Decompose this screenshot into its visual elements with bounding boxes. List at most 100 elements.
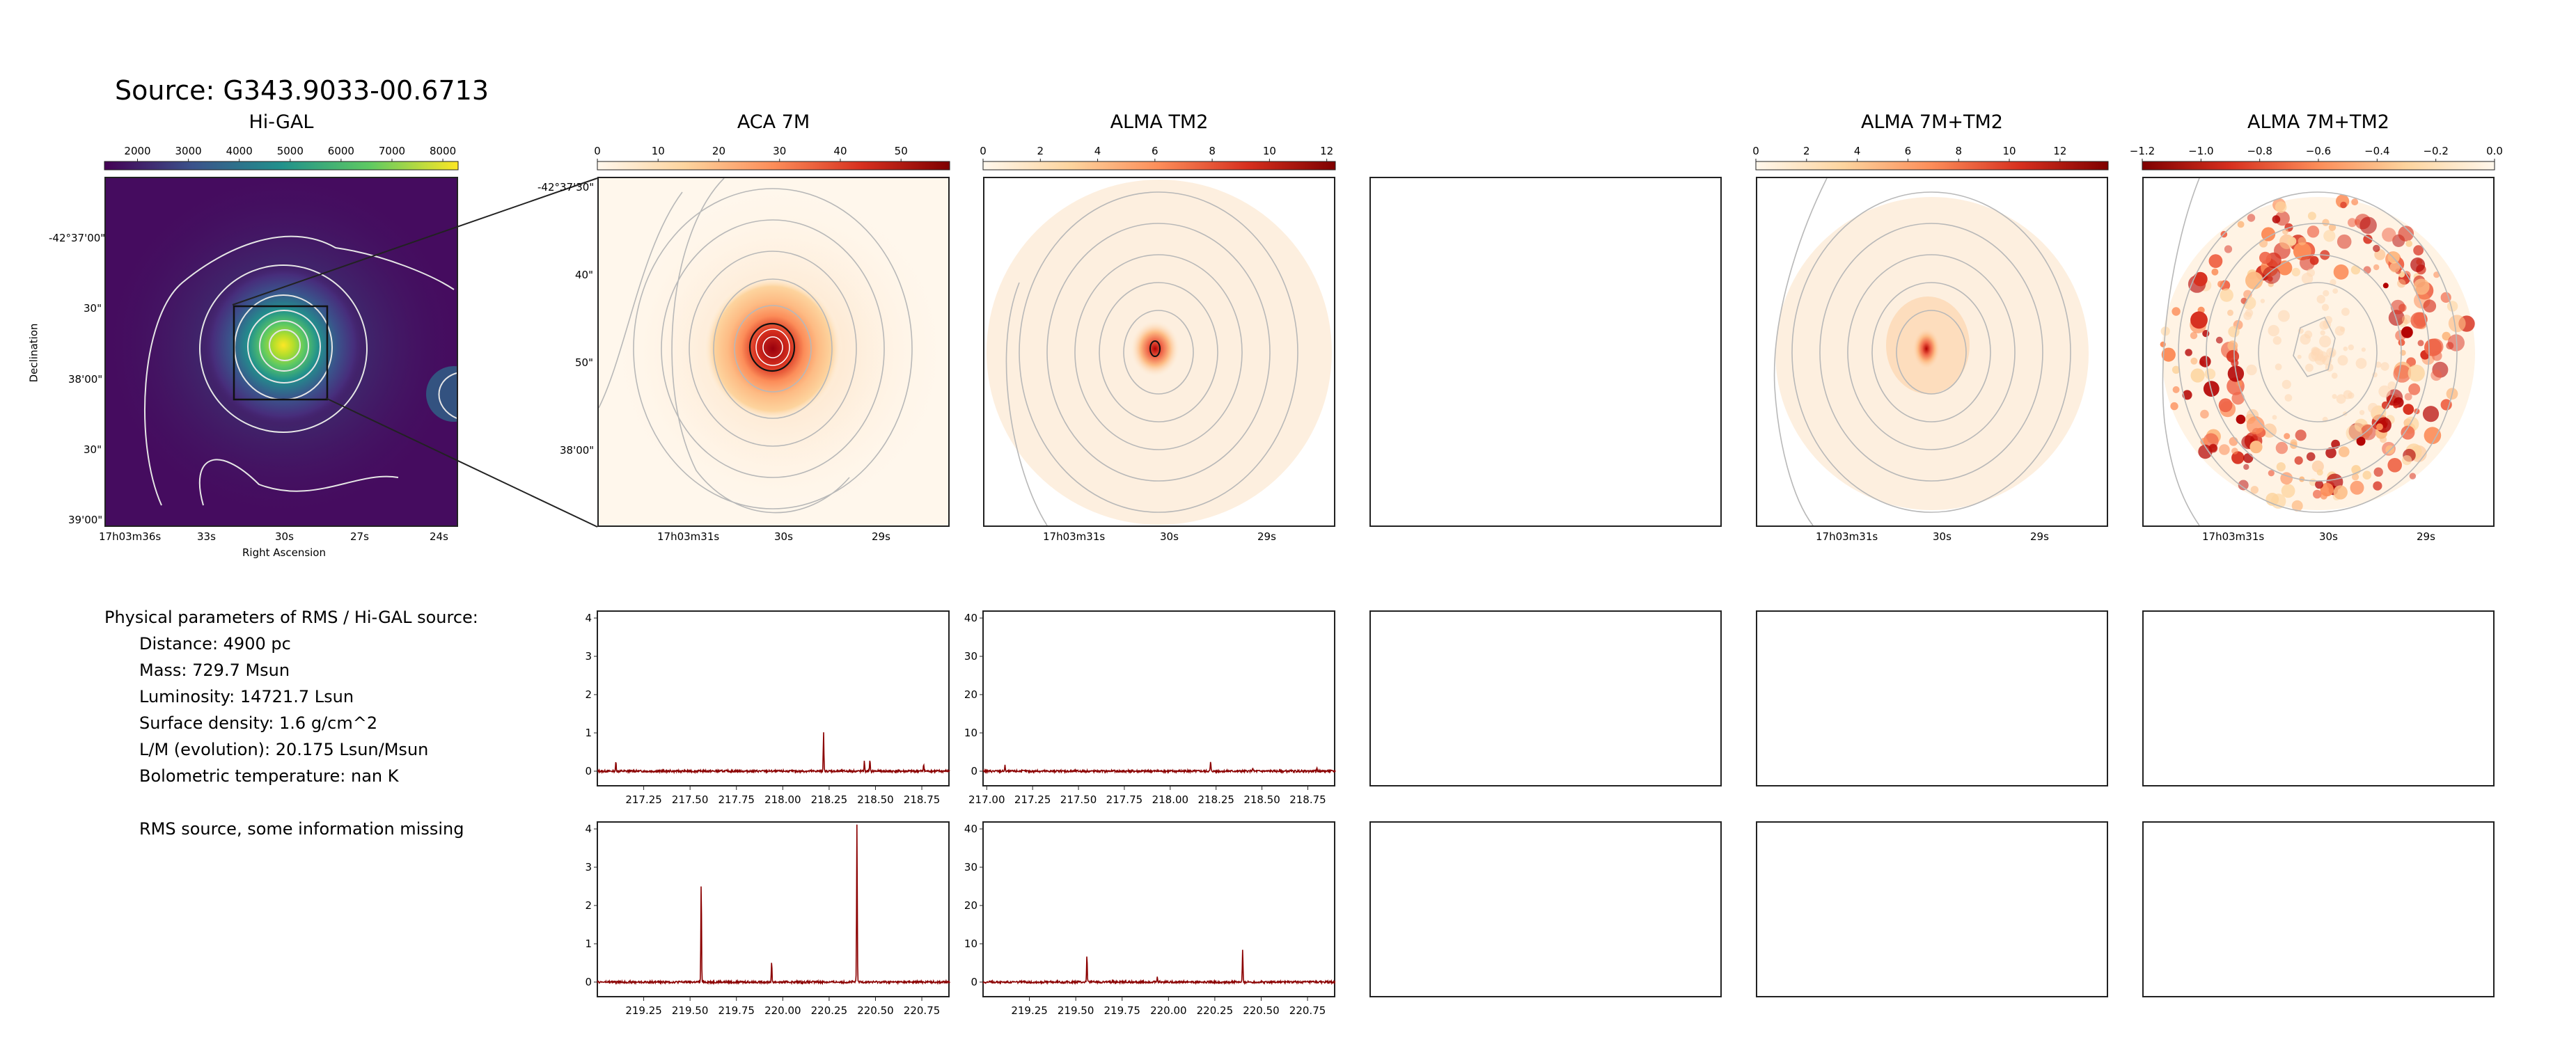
alma-7m-tm2-map	[1756, 177, 2108, 527]
x-tick-label: 217.25	[625, 793, 662, 806]
higal-image	[106, 178, 457, 525]
emission-blob	[2170, 402, 2178, 411]
colorbar-tick-label: 0	[1752, 145, 1759, 157]
params-note: RMS source, some information missing	[139, 819, 464, 839]
higal-ytick: -42°37'00"	[49, 232, 106, 244]
spectrum-frame	[982, 610, 1335, 786]
emission-blob	[2440, 292, 2451, 303]
y-tick-label: 1	[585, 938, 592, 950]
emission-blob	[2405, 240, 2412, 247]
emission-blob	[2352, 473, 2359, 481]
higal-map	[104, 177, 458, 527]
emission-blob	[2363, 235, 2373, 244]
emission-blob	[2229, 436, 2238, 446]
emission-blob	[2246, 416, 2265, 434]
emission-blob	[2448, 315, 2466, 333]
colorbar-tick-label: 30	[773, 145, 786, 157]
colorbar-tick-label: 6	[1152, 145, 1159, 157]
emission-blob	[2422, 406, 2440, 422]
emission-blob	[2321, 303, 2330, 311]
colorbar-tick-label: 0.0	[2486, 145, 2503, 157]
emission-blob	[2249, 441, 2263, 454]
emission-blob	[2199, 356, 2211, 367]
emission-blob	[2287, 237, 2297, 246]
higal-xtick: 17h03m36s	[99, 530, 162, 543]
emission-blob	[2403, 404, 2414, 415]
x-tick-label: 218.00	[1152, 793, 1189, 806]
emission-blob	[2343, 346, 2348, 351]
x-tick-label: 219.75	[1104, 1004, 1140, 1017]
higal-ytick: 30"	[84, 443, 102, 456]
emission-blob	[2430, 370, 2442, 381]
spectrum-line	[597, 732, 950, 775]
emission-blob	[2315, 480, 2324, 489]
y-tick-label: 0	[971, 976, 977, 988]
x-tick-label: 217.75	[718, 793, 755, 806]
aca7m-map	[597, 177, 950, 527]
emission-blob	[2276, 462, 2286, 472]
emission-blob	[2334, 326, 2345, 336]
colorbar-tick-label: 2	[1037, 145, 1044, 157]
emission-blob	[2208, 443, 2218, 453]
emission-blob	[2382, 283, 2389, 289]
emission-blob	[2237, 221, 2245, 228]
emission-blob	[2275, 363, 2282, 371]
emission-blob	[2190, 368, 2205, 383]
comb-xtick: 17h03m31s	[1816, 530, 1878, 543]
emission-blob	[2423, 299, 2437, 313]
colorbar-tick-label: 4	[1094, 145, 1101, 157]
emission-blob	[2333, 264, 2349, 280]
colorbar-tick-label: 6000	[328, 145, 354, 157]
emission-blob	[2356, 436, 2366, 446]
x-tick-label: 217.00	[968, 793, 1005, 806]
x-tick-label: 219.25	[625, 1004, 662, 1017]
emission-blob	[2208, 254, 2223, 268]
y-tick-label: 0	[971, 765, 977, 777]
colorbar: 0 10 20 30 40 50	[594, 145, 950, 171]
colorbar-tick-label: 4000	[226, 145, 253, 157]
neg-xtick: 30s	[2319, 530, 2338, 543]
spectrum-plot: 219.25 219.50 219.75 220.00 220.25 220.50 220.…	[585, 821, 950, 1017]
emission-blob	[2402, 455, 2412, 466]
emission-blob	[2171, 307, 2181, 316]
colorbar: 0 2 4 6 8 10 12	[1752, 145, 2109, 171]
emission-blob	[2227, 340, 2238, 351]
spectrum-line	[597, 824, 950, 986]
colorbar-tick-label: 3000	[175, 145, 202, 157]
x-tick-label: 218.75	[904, 793, 941, 806]
higal-xtick: 30s	[275, 530, 294, 543]
colorbar-gradient	[2142, 161, 2495, 171]
panel-title-alma-7m-tm2-negative: ALMA 7M+TM2	[2247, 111, 2389, 133]
emission-blob	[2368, 402, 2378, 413]
emission-blob	[2247, 214, 2256, 222]
empty-spectrum-panel	[2142, 821, 2495, 997]
colorbar-tick-label: −1.2	[2130, 145, 2155, 157]
emission-blob	[2282, 379, 2291, 389]
emission-blob	[2351, 198, 2359, 206]
emission-blob	[2307, 226, 2320, 238]
emission-blob	[2311, 347, 2320, 356]
emission-blob	[2359, 410, 2365, 416]
panel-title-aca7m: ACA 7M	[737, 111, 810, 133]
y-tick-label: 40	[964, 612, 977, 624]
emission-blob	[2272, 415, 2277, 420]
emission-blob	[2373, 244, 2380, 253]
colorbar-tick-label: −0.4	[2364, 145, 2389, 157]
emission-blob	[2350, 265, 2361, 275]
emission-blob	[2350, 480, 2364, 495]
alma-7m-tm2-negative-map	[2142, 177, 2495, 527]
colorbar-tick-label: 2000	[124, 145, 150, 157]
emission-blob	[2323, 230, 2336, 242]
emission-blob	[2348, 344, 2354, 351]
colorbar: 2000 3000 4000 5000 6000 7000 8000	[104, 145, 459, 171]
higal-ytick: 38'00"	[68, 373, 103, 386]
emission-blob	[2316, 469, 2323, 476]
emission-blob	[2259, 251, 2272, 264]
neg-xtick: 29s	[2417, 530, 2435, 543]
physical-parameters: Physical parameters of RMS / Hi-GAL sour…	[104, 604, 478, 842]
emission-blob	[2336, 394, 2346, 404]
emission-blob	[2359, 216, 2377, 235]
emission-blob	[2382, 228, 2396, 242]
emission-blob	[2378, 385, 2391, 398]
param-tbol: Bolometric temperature: nan K	[139, 766, 399, 786]
